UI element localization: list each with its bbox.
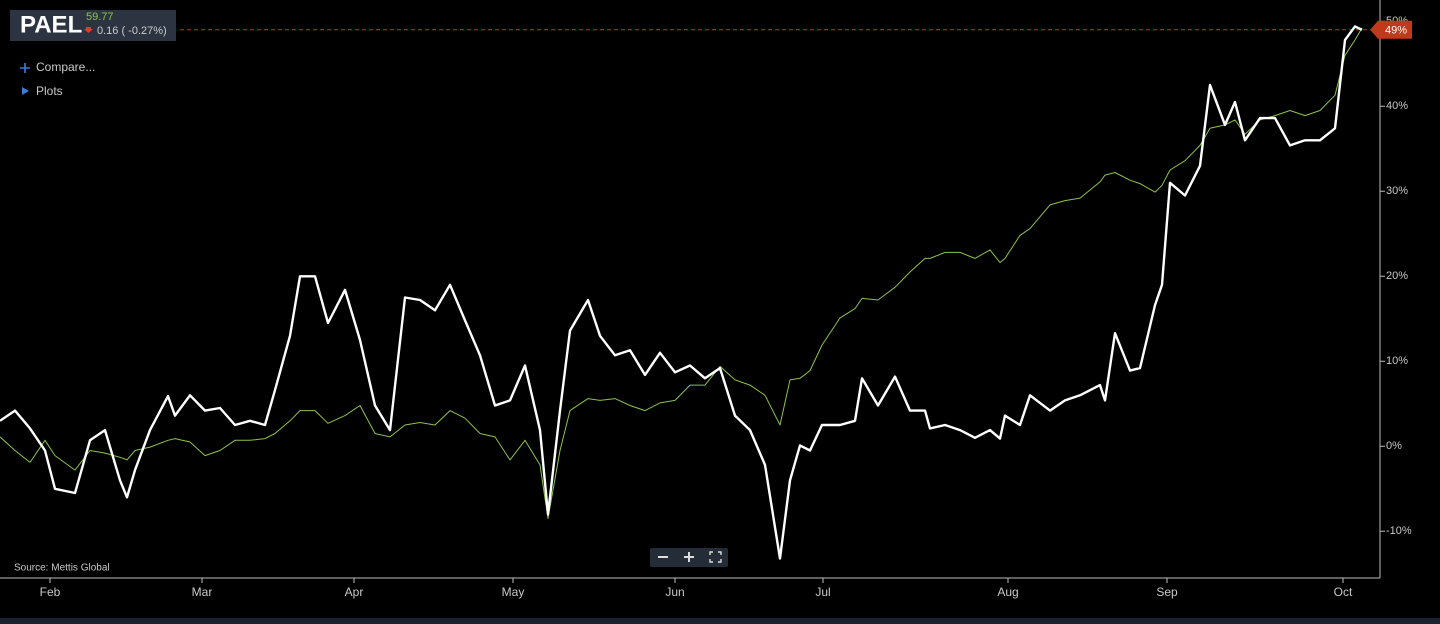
plots-link[interactable]: Plots (36, 84, 63, 98)
ticker-box (10, 10, 176, 41)
y-tick-label: -10% (1386, 525, 1412, 537)
x-tick-label: Oct (1334, 585, 1353, 599)
ticker: PAEL (20, 11, 82, 38)
y-tick-label: 40% (1386, 100, 1408, 112)
last-value-label: 49% (1385, 25, 1407, 37)
fullscreen[interactable] (709, 551, 722, 563)
down-arrow (84, 27, 93, 33)
x-tick-label: Sep (1156, 585, 1178, 599)
plot-area (0, 25, 1380, 560)
x-tick-label: Jun (665, 585, 684, 599)
bottom-bar (0, 618, 1440, 624)
zoom-in[interactable] (684, 552, 694, 562)
change: 0.16 ( -0.27%) (97, 25, 167, 37)
last-value-badge (1370, 20, 1412, 39)
y-tick-label: 30% (1386, 185, 1408, 197)
y-tick-label: 10% (1386, 355, 1408, 367)
x-tick-label: Mar (192, 585, 213, 599)
x-tick-label: Jul (815, 585, 830, 599)
compare-link[interactable]: Compare... (36, 60, 95, 74)
price: 59.77 (86, 11, 114, 23)
series-line (0, 27, 1363, 519)
y-tick-label: 20% (1386, 270, 1408, 282)
x-tick-label: Feb (40, 585, 61, 599)
y-tick-label: 0% (1386, 440, 1402, 452)
source: Source: Mettis Global (14, 563, 110, 574)
x-tick-label: May (502, 585, 525, 599)
x-tick-label: Apr (345, 585, 364, 599)
series-line (0, 25, 1363, 560)
plus-icon (20, 63, 30, 73)
play-icon (22, 87, 29, 95)
x-tick-label: Aug (997, 585, 1018, 599)
